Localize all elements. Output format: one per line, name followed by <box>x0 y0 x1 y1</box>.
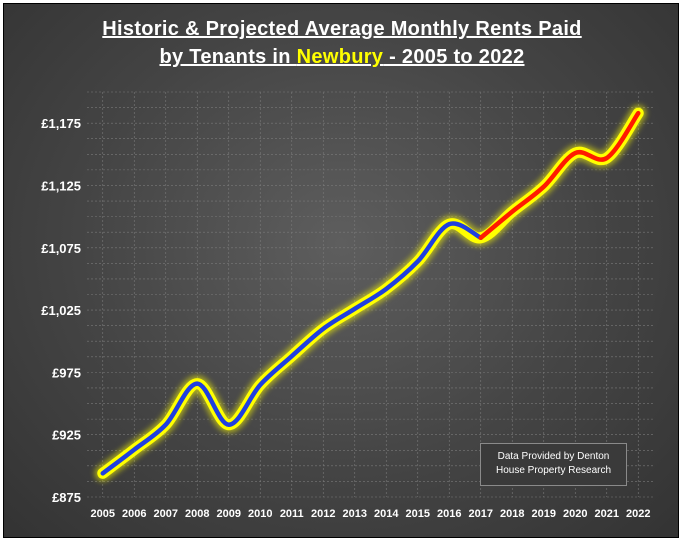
x-tick-label: 2008 <box>185 508 209 520</box>
title-text-1: Historic & Projected Average Monthly Ren… <box>102 18 582 40</box>
title-town: Newbury <box>296 46 384 68</box>
title-prefix: by Tenants in <box>159 46 297 68</box>
chart-title-line-2: by Tenants in Newbury - 2005 to 2022 <box>0 46 684 69</box>
x-tick-label: 2011 <box>280 508 304 520</box>
x-tick-label: 2017 <box>469 508 493 520</box>
y-tick-label: £925 <box>52 428 81 443</box>
x-tick-label: 2014 <box>374 508 399 520</box>
projected-rent-line <box>478 110 641 241</box>
y-tick-label: £1,125 <box>41 178 81 193</box>
y-tick-label: £1,175 <box>41 116 81 131</box>
x-tick-label: 2005 <box>91 508 115 520</box>
y-tick-label: £1,075 <box>41 241 81 256</box>
x-tick-label: 2020 <box>563 508 587 520</box>
x-tick-label: 2019 <box>532 508 556 520</box>
chart-title-line-1: Historic & Projected Average Monthly Ren… <box>0 18 684 41</box>
x-tick-label: 2013 <box>343 508 367 520</box>
x-tick-label: 2016 <box>437 508 461 520</box>
x-tick-label: 2018 <box>500 508 524 520</box>
x-tick-label: 2006 <box>122 508 146 520</box>
source-note: Data Provided by Denton House Property R… <box>480 443 627 486</box>
source-line-1: Data Provided by Denton <box>497 451 610 462</box>
source-line-2: House Property Research <box>495 465 612 476</box>
y-tick-label: £875 <box>52 490 81 505</box>
x-tick-label: 2007 <box>154 508 178 520</box>
x-tick-label: 2015 <box>406 508 430 520</box>
title-suffix: - 2005 to 2022 <box>383 46 525 68</box>
x-tick-label: 2022 <box>626 508 650 520</box>
x-tick-label: 2009 <box>217 508 241 520</box>
historic-rent-line <box>100 221 483 476</box>
x-tick-label: 2021 <box>595 508 619 520</box>
y-tick-label: £1,025 <box>41 303 81 318</box>
x-tick-label: 2012 <box>311 508 335 520</box>
x-tick-label: 2010 <box>248 508 272 520</box>
y-tick-label: £975 <box>52 365 81 380</box>
